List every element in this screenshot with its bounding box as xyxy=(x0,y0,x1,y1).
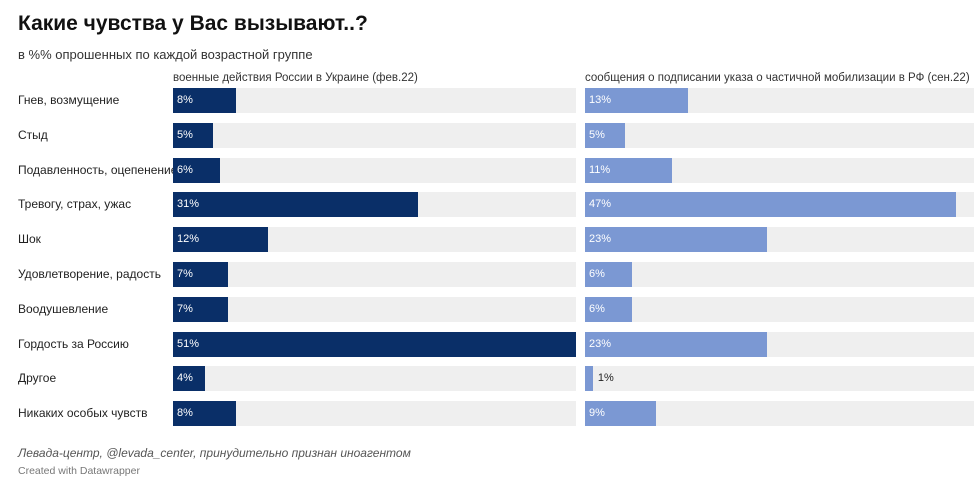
category-label: Стыд xyxy=(18,127,48,142)
bar-track-war: 6% xyxy=(173,157,576,183)
category-label: Удовлетворение, радость xyxy=(18,267,161,281)
data-label-war: 8% xyxy=(177,407,193,420)
data-label-mobilization: 11% xyxy=(589,163,611,176)
data-label-mobilization: 6% xyxy=(589,302,605,315)
data-label-mobilization: 1% xyxy=(597,372,614,385)
bar-mobilization xyxy=(585,262,633,287)
series-header-mobilization: сообщения о подписании указа о частичной… xyxy=(585,72,970,84)
bar-mobilization xyxy=(585,331,767,357)
chart-subtitle: в %% опрошенных по каждой возрастной гру… xyxy=(18,47,313,62)
bar-mobilization xyxy=(585,401,657,427)
data-label-war: 31% xyxy=(177,198,200,211)
data-label-war: 7% xyxy=(177,268,193,280)
credit-note: Created with Datawrapper xyxy=(18,465,140,477)
bar-track-war: 4% xyxy=(173,366,576,392)
data-label-war: 51% xyxy=(177,337,200,350)
data-label-mobilization: 23% xyxy=(589,337,612,350)
bar-track-mobilization: 9% xyxy=(585,401,974,427)
data-label-mobilization: 9% xyxy=(589,407,605,420)
bar-mobilization xyxy=(585,192,957,218)
bar-war xyxy=(173,192,418,218)
category-label: Подавленность, оцепенение xyxy=(18,162,178,177)
data-label-mobilization: 47% xyxy=(589,198,612,211)
bar-track-mobilization: 11% xyxy=(585,157,974,183)
bar-war xyxy=(173,296,229,322)
bar-war xyxy=(173,88,237,113)
bar-track-mobilization: 47% xyxy=(585,192,974,218)
bar-track-mobilization: 5% xyxy=(585,122,974,148)
bar-mobilization xyxy=(585,122,625,148)
bar-war xyxy=(173,401,237,427)
bar-mobilization xyxy=(585,227,767,253)
category-label: Воодушевление xyxy=(18,301,109,316)
bar-war xyxy=(173,122,213,148)
bar-mobilization xyxy=(585,157,672,183)
bar-war xyxy=(173,331,576,357)
data-label-war: 4% xyxy=(177,372,193,385)
bar-track-war: 7% xyxy=(173,296,576,322)
bar-mobilization xyxy=(585,366,593,392)
chart-title: Какие чувства у Вас вызывают..? xyxy=(18,12,368,35)
category-label: Никаких особых чувств xyxy=(18,406,148,421)
bar-war xyxy=(173,227,268,253)
bar-track-mobilization: 6% xyxy=(585,296,974,322)
bar-track-war: 7% xyxy=(173,262,576,287)
category-label: Шок xyxy=(18,232,41,247)
source-note: Левада-центр, @levada_center, принудител… xyxy=(18,446,411,460)
data-label-war: 12% xyxy=(177,233,200,246)
bar-track-war: 12% xyxy=(173,227,576,253)
bar-track-mobilization: 23% xyxy=(585,331,974,357)
data-label-mobilization: 23% xyxy=(589,233,612,246)
category-label: Другое xyxy=(18,371,57,386)
bar-mobilization xyxy=(585,296,633,322)
series-header-war: военные действия России в Украине (фев.2… xyxy=(173,72,418,84)
bar-track-mobilization: 23% xyxy=(585,227,974,253)
category-label: Тревогу, страх, ужас xyxy=(18,197,132,212)
bar-track-mobilization: 6% xyxy=(585,262,974,287)
data-label-mobilization: 6% xyxy=(589,268,605,280)
bar-track-war: 51% xyxy=(173,331,576,357)
bar-war xyxy=(173,157,221,183)
category-label: Гордость за Россию xyxy=(18,336,129,351)
data-label-mobilization: 13% xyxy=(589,94,612,106)
bar-track-war: 5% xyxy=(173,122,576,148)
bar-track-war: 31% xyxy=(173,192,576,218)
bar-track-war: 8% xyxy=(173,401,576,427)
bar-war xyxy=(173,262,229,287)
bar-track-mobilization: 13% xyxy=(585,88,974,113)
data-label-war: 6% xyxy=(177,163,193,176)
bar-track-war: 8% xyxy=(173,88,576,113)
bar-mobilization xyxy=(585,88,688,113)
data-label-war: 7% xyxy=(177,302,193,315)
data-label-war: 8% xyxy=(177,94,193,106)
data-label-war: 5% xyxy=(177,128,193,141)
bar-war xyxy=(173,366,205,392)
category-label: Гнев, возмущение xyxy=(18,93,120,107)
bar-track-mobilization: 1% xyxy=(585,366,974,392)
data-label-mobilization: 5% xyxy=(589,128,605,141)
